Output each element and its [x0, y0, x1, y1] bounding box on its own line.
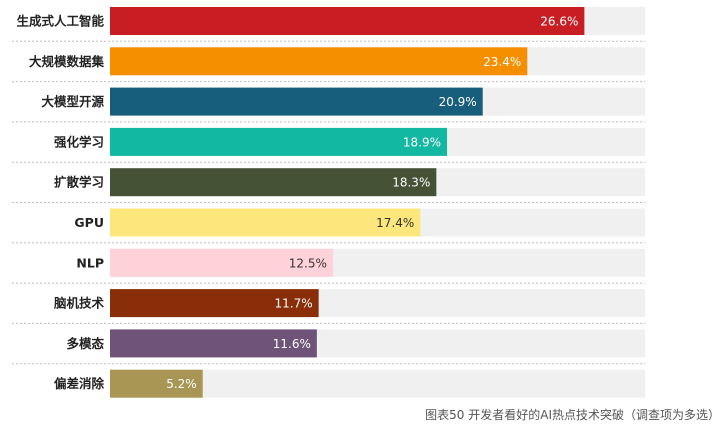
- category-label: 生成式人工智能: [16, 14, 104, 29]
- category-label: 偏差消除: [54, 376, 105, 391]
- category-label: 强化学习: [54, 134, 104, 149]
- bar: [110, 168, 437, 197]
- value-label: 11.7%: [275, 297, 313, 311]
- value-label: 12.5%: [289, 256, 327, 270]
- value-label: 18.3%: [392, 176, 430, 190]
- bar: [110, 289, 319, 318]
- category-label: 大规模数据集: [29, 54, 105, 69]
- bar: [110, 248, 333, 277]
- bar: [110, 208, 421, 237]
- value-label: 5.2%: [166, 377, 197, 391]
- value-label: 23.4%: [483, 55, 521, 69]
- value-label: 11.6%: [273, 337, 311, 351]
- category-label: GPU: [74, 215, 104, 230]
- category-label: 脑机技术: [53, 296, 105, 311]
- category-label: 多模态: [66, 336, 104, 351]
- bar: [110, 7, 585, 35]
- category-label: 扩散学习: [54, 175, 104, 190]
- bar: [110, 127, 448, 156]
- category-label: 大模型开源: [41, 94, 104, 109]
- bar: [110, 47, 528, 76]
- value-label: 20.9%: [439, 95, 477, 109]
- bar: [110, 329, 317, 358]
- chart-caption: 图表50 开发者看好的AI热点技术突破（调查项为多选）: [425, 408, 720, 422]
- value-label: 17.4%: [376, 216, 414, 230]
- value-label: 18.9%: [403, 135, 441, 149]
- category-label: NLP: [76, 255, 104, 270]
- value-label: 26.6%: [540, 15, 578, 29]
- bar: [110, 369, 203, 398]
- bar: [110, 87, 483, 116]
